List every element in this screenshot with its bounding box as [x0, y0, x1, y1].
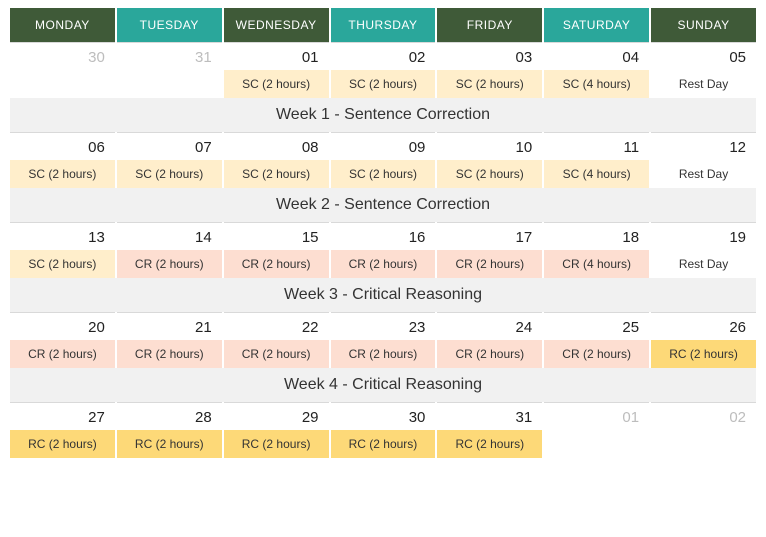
event-cell: SC (2 hours): [117, 160, 222, 188]
event-row: CR (2 hours)CR (2 hours)CR (2 hours)CR (…: [10, 340, 756, 368]
date-cell: 16: [331, 222, 436, 250]
event-cell: [117, 70, 222, 98]
date-cell: 01: [544, 402, 649, 430]
day-header: THURSDAY: [331, 8, 436, 42]
date-cell: 02: [331, 42, 436, 70]
event-cell: CR (2 hours): [437, 340, 542, 368]
day-header: FRIDAY: [437, 8, 542, 42]
date-cell: 13: [10, 222, 115, 250]
date-cell: 24: [437, 312, 542, 340]
study-calendar: MONDAYTUESDAYWEDNESDAYTHURSDAYFRIDAYSATU…: [8, 8, 758, 458]
date-cell: 11: [544, 132, 649, 160]
date-cell: 08: [224, 132, 329, 160]
day-header: SATURDAY: [544, 8, 649, 42]
event-row: SC (2 hours)CR (2 hours)CR (2 hours)CR (…: [10, 250, 756, 278]
event-cell: [10, 70, 115, 98]
event-row: SC (2 hours)SC (2 hours)SC (2 hours)SC (…: [10, 160, 756, 188]
date-cell: 31: [437, 402, 542, 430]
day-header: WEDNESDAY: [224, 8, 329, 42]
date-cell: 21: [117, 312, 222, 340]
event-cell: SC (2 hours): [224, 70, 329, 98]
event-cell: [544, 430, 649, 458]
date-cell: 31: [117, 42, 222, 70]
event-cell: SC (2 hours): [437, 160, 542, 188]
day-header: MONDAY: [10, 8, 115, 42]
week-label: Week 4 - Critical Reasoning: [10, 368, 756, 402]
date-cell: 23: [331, 312, 436, 340]
event-cell: CR (2 hours): [224, 340, 329, 368]
week-label-row: Week 3 - Critical Reasoning: [10, 278, 756, 312]
day-header-row: MONDAYTUESDAYWEDNESDAYTHURSDAYFRIDAYSATU…: [10, 8, 756, 42]
event-cell: Rest Day: [651, 70, 756, 98]
event-cell: Rest Day: [651, 250, 756, 278]
event-cell: CR (2 hours): [437, 250, 542, 278]
date-row: 06070809101112: [10, 132, 756, 160]
event-cell: CR (2 hours): [331, 340, 436, 368]
date-cell: 17: [437, 222, 542, 250]
event-cell: RC (2 hours): [117, 430, 222, 458]
date-row: 27282930310102: [10, 402, 756, 430]
event-cell: RC (2 hours): [331, 430, 436, 458]
day-header: TUESDAY: [117, 8, 222, 42]
date-cell: 28: [117, 402, 222, 430]
date-cell: 01: [224, 42, 329, 70]
event-cell: RC (2 hours): [224, 430, 329, 458]
week-label-row: Week 4 - Critical Reasoning: [10, 368, 756, 402]
event-cell: RC (2 hours): [10, 430, 115, 458]
calendar-body: 30310102030405SC (2 hours)SC (2 hours)SC…: [10, 42, 756, 458]
event-cell: CR (2 hours): [224, 250, 329, 278]
event-cell: Rest Day: [651, 160, 756, 188]
event-cell: SC (2 hours): [10, 160, 115, 188]
date-cell: 30: [10, 42, 115, 70]
date-cell: 14: [117, 222, 222, 250]
date-cell: 02: [651, 402, 756, 430]
date-cell: 19: [651, 222, 756, 250]
event-cell: CR (2 hours): [544, 340, 649, 368]
week-label: Week 1 - Sentence Correction: [10, 98, 756, 132]
event-cell: SC (2 hours): [437, 70, 542, 98]
date-row: 13141516171819: [10, 222, 756, 250]
event-cell: RC (2 hours): [437, 430, 542, 458]
date-cell: 04: [544, 42, 649, 70]
event-cell: CR (2 hours): [117, 250, 222, 278]
week-label: Week 2 - Sentence Correction: [10, 188, 756, 222]
date-cell: 25: [544, 312, 649, 340]
event-cell: RC (2 hours): [651, 340, 756, 368]
event-cell: SC (2 hours): [331, 70, 436, 98]
week-label-row: Week 2 - Sentence Correction: [10, 188, 756, 222]
week-label-row: Week 1 - Sentence Correction: [10, 98, 756, 132]
date-cell: 06: [10, 132, 115, 160]
date-row: 20212223242526: [10, 312, 756, 340]
date-cell: 30: [331, 402, 436, 430]
date-cell: 03: [437, 42, 542, 70]
event-cell: SC (2 hours): [10, 250, 115, 278]
date-cell: 26: [651, 312, 756, 340]
event-cell: SC (4 hours): [544, 160, 649, 188]
date-cell: 07: [117, 132, 222, 160]
date-row: 30310102030405: [10, 42, 756, 70]
date-cell: 29: [224, 402, 329, 430]
event-cell: CR (4 hours): [544, 250, 649, 278]
event-cell: [651, 430, 756, 458]
date-cell: 20: [10, 312, 115, 340]
event-cell: CR (2 hours): [117, 340, 222, 368]
event-cell: SC (4 hours): [544, 70, 649, 98]
event-cell: CR (2 hours): [10, 340, 115, 368]
date-cell: 10: [437, 132, 542, 160]
date-cell: 18: [544, 222, 649, 250]
date-cell: 15: [224, 222, 329, 250]
event-row: SC (2 hours)SC (2 hours)SC (2 hours)SC (…: [10, 70, 756, 98]
event-cell: CR (2 hours): [331, 250, 436, 278]
event-cell: SC (2 hours): [224, 160, 329, 188]
event-cell: SC (2 hours): [331, 160, 436, 188]
date-cell: 05: [651, 42, 756, 70]
date-cell: 27: [10, 402, 115, 430]
day-header: SUNDAY: [651, 8, 756, 42]
date-cell: 09: [331, 132, 436, 160]
date-cell: 22: [224, 312, 329, 340]
week-label: Week 3 - Critical Reasoning: [10, 278, 756, 312]
date-cell: 12: [651, 132, 756, 160]
event-row: RC (2 hours)RC (2 hours)RC (2 hours)RC (…: [10, 430, 756, 458]
